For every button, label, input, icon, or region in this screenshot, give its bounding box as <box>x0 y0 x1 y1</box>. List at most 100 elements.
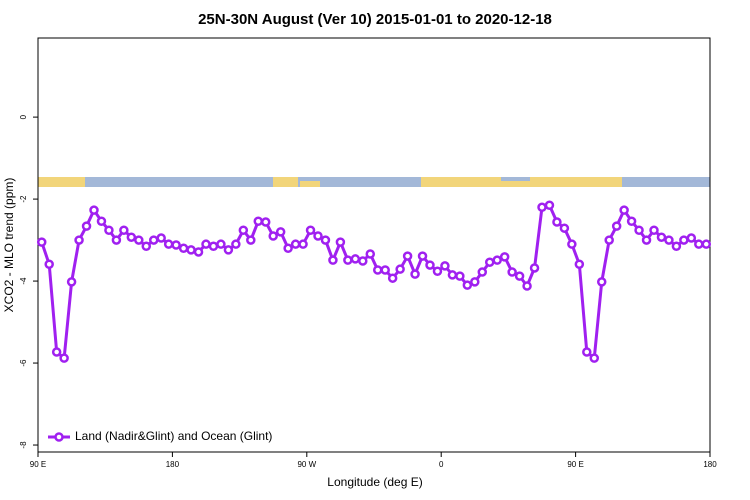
data-point <box>477 267 488 277</box>
y-tick-label: 0 <box>19 114 28 119</box>
legend-marker <box>54 432 64 442</box>
x-tick-label: 90 E <box>30 460 46 469</box>
x-tick-label: 180 <box>703 460 717 469</box>
y-tick-label: -6 <box>19 359 28 367</box>
data-point <box>163 239 174 249</box>
data-point <box>119 225 129 235</box>
data-point <box>171 240 181 250</box>
data-point <box>462 280 473 290</box>
data-point <box>387 273 398 283</box>
x-tick-label: 90 E <box>567 460 583 469</box>
data-point <box>320 235 331 245</box>
data-point <box>89 205 99 215</box>
data-point <box>395 264 405 274</box>
data-point <box>365 249 376 259</box>
data-point <box>372 265 383 275</box>
data-point <box>208 241 219 251</box>
data-point <box>328 255 338 265</box>
data-point <box>126 232 137 242</box>
data-point <box>231 239 241 249</box>
data-point <box>335 237 346 247</box>
data-point <box>59 353 69 363</box>
data-point <box>701 239 712 249</box>
data-point <box>552 217 562 227</box>
data-point <box>290 239 301 249</box>
data-point <box>260 217 271 227</box>
y-axis-label: XCO2 - MLO trend (ppm) <box>2 178 16 313</box>
data-point <box>589 353 600 363</box>
data-point <box>634 225 644 235</box>
data-point <box>649 225 659 235</box>
data-point <box>283 243 293 254</box>
data-point <box>529 263 540 273</box>
data-point <box>470 277 480 287</box>
data-point <box>66 277 77 287</box>
data-point <box>253 216 264 226</box>
data-point <box>268 231 278 241</box>
data-point <box>679 235 689 245</box>
data-point <box>514 271 525 281</box>
data-point <box>81 221 92 231</box>
data-point <box>148 235 159 245</box>
data-point <box>455 271 465 281</box>
data-point <box>567 239 577 249</box>
y-tick-label: -4 <box>19 277 28 285</box>
data-point <box>186 245 196 255</box>
data-point <box>141 241 152 251</box>
legend-label: Land (Nadir&Glint) and Ocean (Glint) <box>75 429 272 443</box>
data-point <box>178 243 189 254</box>
data-point <box>402 251 413 261</box>
data-point <box>417 251 428 261</box>
data-point <box>694 239 704 249</box>
data-point <box>313 231 323 241</box>
data-point <box>350 254 361 264</box>
y-tick-label: -8 <box>19 441 28 449</box>
data-point <box>193 247 204 257</box>
data-point <box>447 270 458 280</box>
data-point <box>134 235 144 245</box>
data-point <box>664 235 674 245</box>
x-axis-label: Longitude (deg E) <box>327 475 422 489</box>
data-point <box>36 237 47 247</box>
data-point <box>343 255 353 265</box>
data-point <box>626 216 637 226</box>
data-point <box>246 235 256 245</box>
data-point <box>582 347 592 357</box>
data-point <box>216 239 226 249</box>
data-point <box>380 265 390 275</box>
data-point <box>537 202 547 213</box>
data-point <box>484 257 495 267</box>
x-tick-label: 0 <box>439 460 444 469</box>
data-point <box>440 261 450 271</box>
data-point <box>51 347 62 357</box>
data-point <box>156 233 166 243</box>
series-line <box>40 203 707 362</box>
data-point <box>238 225 249 235</box>
data-point <box>559 223 570 233</box>
data-point <box>574 259 585 270</box>
data-point <box>410 269 420 279</box>
data-point <box>686 233 697 243</box>
data-point <box>44 259 54 270</box>
data-point <box>96 216 107 226</box>
data-point <box>298 239 308 249</box>
data-point <box>611 221 622 231</box>
x-tick-label: 90 W <box>297 460 316 469</box>
data-point <box>641 235 652 245</box>
data-point <box>275 227 286 237</box>
data-point <box>604 235 614 245</box>
data-point <box>223 245 234 255</box>
data-point <box>544 200 555 210</box>
data-point <box>432 266 443 276</box>
data-point <box>104 225 114 235</box>
data-point <box>507 267 517 277</box>
data-point <box>358 256 368 266</box>
data-point <box>619 205 629 215</box>
chart-title: 25N-30N August (Ver 10) 2015-01-01 to 20… <box>198 11 552 28</box>
y-tick-label: -2 <box>19 195 28 203</box>
data-point <box>111 235 122 245</box>
data-point <box>522 281 532 291</box>
data-point <box>499 252 510 262</box>
x-tick-label: 180 <box>166 460 180 469</box>
